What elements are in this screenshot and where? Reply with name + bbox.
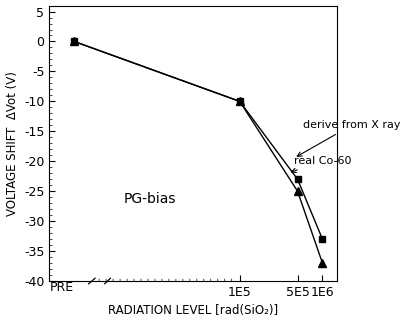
Text: real Co-60: real Co-60 — [291, 156, 351, 172]
Text: PRE: PRE — [49, 281, 73, 294]
Text: derive from X ray: derive from X ray — [297, 120, 400, 156]
X-axis label: RADIATION LEVEL [rad(SiO₂)]: RADIATION LEVEL [rad(SiO₂)] — [108, 305, 278, 318]
Text: PG-bias: PG-bias — [124, 192, 177, 206]
Y-axis label: VOLTAGE SHIFT  ΔVot (V): VOLTAGE SHIFT ΔVot (V) — [6, 71, 19, 216]
